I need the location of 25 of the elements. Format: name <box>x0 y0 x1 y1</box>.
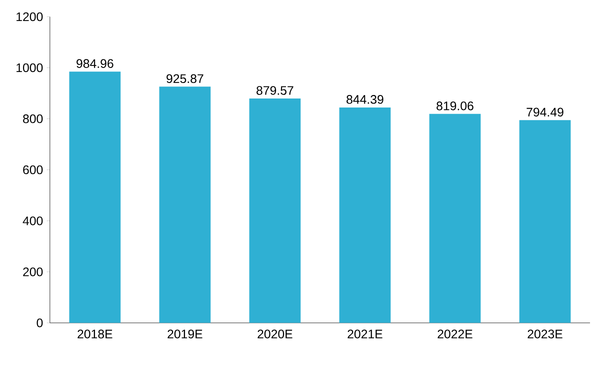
bar <box>249 98 301 323</box>
x-tick-label: 2018E <box>78 330 112 338</box>
y-tick-label: 400 <box>22 216 43 226</box>
bar <box>429 114 481 323</box>
data-label: 879.57 <box>256 86 294 95</box>
x-tick-label: 2023E <box>528 330 562 338</box>
data-label: 925.87 <box>166 74 204 84</box>
y-tick-label: 200 <box>23 268 43 276</box>
x-tick-label: 2021E <box>348 330 382 338</box>
y-tick-label: 600 <box>23 165 43 174</box>
data-label: 844.39 <box>346 95 384 104</box>
bar <box>519 120 571 323</box>
data-label: 794.49 <box>526 108 564 117</box>
y-tick-label: 800 <box>23 114 43 124</box>
x-tick-label: 2019E <box>168 330 202 338</box>
y-tick-label: 0 <box>36 318 43 328</box>
data-label: 984.96 <box>76 59 114 68</box>
x-tick-label: 2022E <box>438 330 472 338</box>
y-tick-label: 1200 <box>16 12 43 22</box>
y-tick-label: 1000 <box>16 63 43 72</box>
x-tick-label: 2020E <box>258 330 292 338</box>
bar <box>69 72 121 323</box>
bar <box>159 86 211 323</box>
data-label: 819.06 <box>436 102 474 110</box>
bar <box>339 107 391 323</box>
